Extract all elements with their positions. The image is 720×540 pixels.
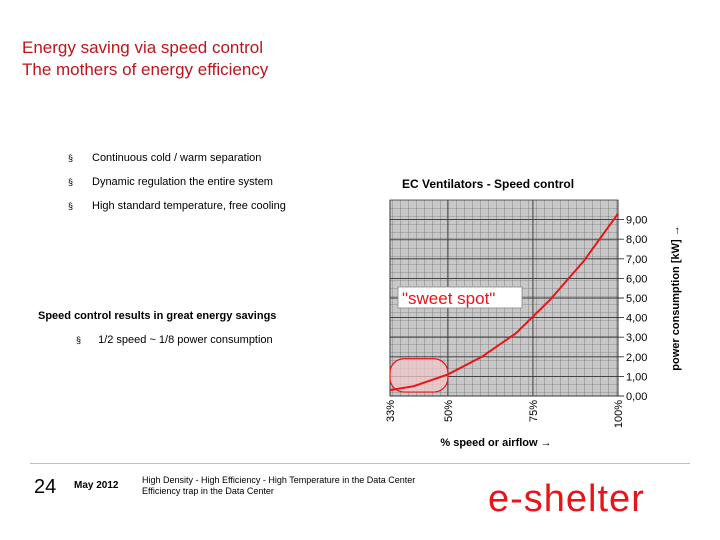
y-tick-label: 6,00 bbox=[626, 273, 647, 285]
results-heading: Speed control results in great energy sa… bbox=[38, 310, 277, 322]
power-curve-line bbox=[389, 213, 619, 392]
slide-title: Energy saving via speed control bbox=[22, 38, 263, 57]
x-axis-label: % speed or airflow → bbox=[440, 437, 551, 449]
y-tick-label: 0,00 bbox=[626, 391, 647, 403]
y-tick-label: 4,00 bbox=[626, 313, 647, 325]
y-tick-label: 3,00 bbox=[626, 332, 647, 344]
y-tick-label: 7,00 bbox=[626, 254, 647, 266]
x-tick-label: 75% bbox=[528, 400, 540, 422]
bullet-marker: § bbox=[76, 335, 82, 345]
footer-line-1: High Density - High Efficiency - High Te… bbox=[142, 475, 416, 485]
y-tick-label: 5,00 bbox=[626, 293, 647, 305]
y-tick-label: 2,00 bbox=[626, 352, 647, 364]
bullet-text: Dynamic regulation the entire system bbox=[92, 176, 273, 188]
footer-text: High Density - High Efficiency - High Te… bbox=[142, 475, 415, 497]
y-tick-label: 1,00 bbox=[626, 371, 647, 383]
e-shelter-logo: e-shelter bbox=[488, 478, 645, 518]
bullet-marker: § bbox=[68, 177, 74, 187]
x-tick-label: 33% bbox=[385, 400, 397, 422]
bullet-text: Continuous cold / warm separation bbox=[92, 152, 262, 164]
y-axis-label: power consumption [kW] → bbox=[670, 225, 682, 370]
sweet-spot-label: "sweet spot" bbox=[402, 289, 495, 308]
page-number: 24 bbox=[34, 476, 57, 498]
bullet-text: High standard temperature, free cooling bbox=[92, 200, 286, 212]
chart-title: EC Ventilators - Speed control bbox=[402, 177, 575, 191]
footer-divider bbox=[30, 463, 690, 464]
bullet-marker: § bbox=[68, 201, 74, 211]
slide-subtitle: The mothers of energy efficiency bbox=[22, 60, 269, 79]
y-tick-label: 8,00 bbox=[626, 234, 647, 246]
y-tick-label: 9,00 bbox=[626, 215, 647, 227]
sweet-spot-highlight bbox=[389, 358, 449, 393]
footer-line-2: Efficiency trap in the Data Center bbox=[142, 486, 274, 496]
bullet-marker: § bbox=[68, 153, 74, 163]
footer-date: May 2012 bbox=[74, 480, 119, 491]
results-bullet: § 1/2 speed ~ 1/8 power consumption bbox=[76, 334, 273, 346]
bullet-text: 1/2 speed ~ 1/8 power consumption bbox=[98, 334, 273, 346]
x-tick-label: 50% bbox=[443, 400, 455, 422]
logo-text: e-shelter bbox=[488, 478, 645, 518]
sweet-spot-label-box bbox=[397, 286, 523, 309]
x-tick-label: 100% bbox=[613, 400, 625, 428]
